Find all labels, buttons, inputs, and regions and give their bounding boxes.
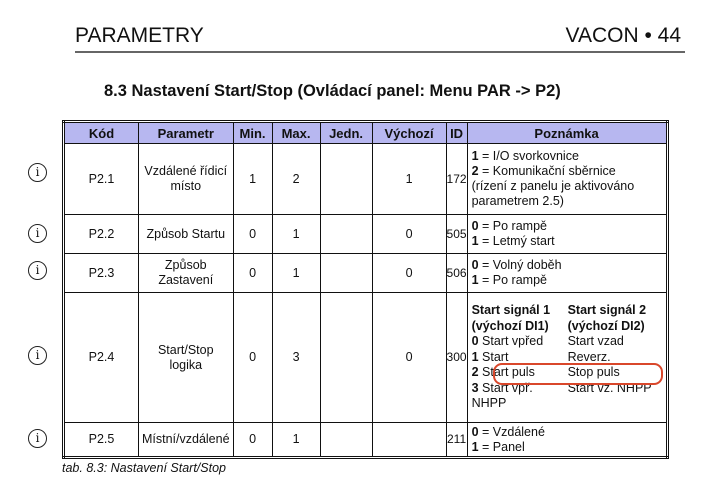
- column-header: ID: [445, 121, 468, 144]
- info-circle-icon: i: [28, 224, 47, 243]
- cell-unit: [319, 143, 373, 215]
- signal2-option: Start vzad: [567, 334, 624, 349]
- signal2-option: Start vz. NHPP: [567, 380, 652, 395]
- cell-unit: [319, 292, 373, 423]
- signal1-option: 1 Start: [472, 350, 568, 366]
- cell-notes: 0 = Vzdálené 1 = Panel: [466, 422, 668, 458]
- cell-param: Místní/vzdálené: [138, 422, 234, 458]
- signal2-header: Start signál 2 (výchozí DI2): [567, 303, 647, 333]
- highlight-ellipse: [493, 363, 663, 385]
- column-header: Min.: [232, 121, 273, 144]
- cell-max: 2: [271, 143, 321, 215]
- note-text: = I/O svorkovnice: [478, 149, 579, 163]
- cell-param: Start/Stop logika: [138, 292, 234, 423]
- cell-notes: 1 = I/O svorkovnice 2 = Komunikační sběrn…: [466, 143, 668, 215]
- note-value: 0: [471, 424, 479, 439]
- column-header: Jedn.: [319, 121, 373, 144]
- cell-min: 0: [232, 214, 273, 254]
- option-value: 0: [471, 334, 479, 349]
- cell-param: Způsob Startu: [138, 214, 234, 254]
- cell-min: 0: [232, 292, 273, 423]
- cell-default: 0: [371, 253, 447, 293]
- note-text: = Vzdálené: [478, 424, 545, 439]
- note-text: = Letmý start: [478, 234, 555, 248]
- section-title: 8.3 Nastavení Start/Stop (Ovládací panel…: [104, 82, 561, 100]
- note-value: 0: [471, 258, 479, 272]
- column-header: Kód: [63, 121, 139, 144]
- page-header-left: PARAMETRY: [75, 24, 204, 47]
- signal1-option: 0 Start vpřed: [472, 334, 568, 350]
- table-row: P2.4 Start/Stop logika 0 3 0 300 Start signál …: [63, 292, 668, 423]
- cell-default: 0: [371, 292, 447, 423]
- cell-default: [371, 422, 447, 458]
- note-text: = Po rampě: [478, 273, 547, 287]
- cell-unit: [319, 422, 373, 458]
- note-value: 1: [471, 234, 479, 248]
- column-header: Max.: [271, 121, 321, 144]
- cell-unit: [319, 214, 373, 254]
- cell-param: Vzdálené řídicí místo: [138, 143, 234, 215]
- cell-unit: [319, 253, 373, 293]
- table-row: P2.2 Způsob Startu 0 1 0 505 0 = Po rampě 1 = L…: [63, 214, 668, 254]
- note-value: 0: [471, 219, 479, 233]
- header-rule: [75, 51, 685, 53]
- info-circle-icon: i: [28, 261, 47, 280]
- cell-id: 505: [445, 214, 468, 254]
- cell-id: 300: [445, 292, 468, 423]
- option-value: 1: [471, 349, 479, 364]
- cell-max: 1: [271, 253, 321, 293]
- cell-max: 1: [271, 214, 321, 254]
- cell-id: 506: [445, 253, 468, 293]
- info-circle-icon: i: [28, 163, 47, 182]
- note-text: = Panel: [478, 439, 525, 454]
- note-value: 2: [471, 164, 479, 178]
- cell-code: P2.5: [63, 422, 139, 458]
- cell-notes: Start signál 1 (výchozí DI1) Start signál…: [466, 292, 668, 423]
- column-header: Poznámka: [466, 121, 668, 144]
- signal2-option: Stop puls: [567, 365, 620, 380]
- cell-param: Způsob Zastavení: [138, 253, 234, 293]
- cell-min: 0: [232, 253, 273, 293]
- signal2-option: Reverz.: [567, 349, 611, 364]
- column-header: Výchozí: [371, 121, 447, 144]
- page-header-right: VACON • 44: [565, 24, 682, 47]
- cell-id: 211: [445, 422, 468, 458]
- table-row: P2.3 Způsob Zastavení 0 1 0 506 0 = Volný době…: [63, 253, 668, 293]
- column-header: Parametr: [138, 121, 234, 144]
- note-text: = Komunikační sběrnice: [478, 164, 616, 178]
- cell-id: 172: [445, 143, 468, 215]
- cell-code: P2.4: [63, 292, 139, 423]
- cell-notes: 0 = Volný doběh 1 = Po rampě: [466, 253, 668, 293]
- table-row: P2.1 Vzdálené řídicí místo 1 2 1 172 1 = I/O s…: [63, 143, 668, 215]
- cell-max: 1: [271, 422, 321, 458]
- note-text: (rízení z panelu je aktivováno parametre…: [471, 179, 635, 208]
- cell-code: P2.2: [63, 214, 139, 254]
- option-text: Start vpř. NHPP: [471, 380, 533, 411]
- cell-min: 0: [232, 422, 273, 458]
- logic-grid: Start signál 1 (výchozí DI1) Start signál…: [472, 303, 663, 412]
- cell-default: 0: [371, 214, 447, 254]
- note-value: 1: [471, 273, 479, 287]
- option-text: Start vpřed: [482, 334, 544, 349]
- option-text: Start: [482, 349, 509, 364]
- parameter-table: Kód Parametr Min. Max. Jedn. Výchozí ID Poznámk…: [62, 120, 669, 459]
- signal1-header: Start signál 1 (výchozí DI1): [471, 303, 551, 333]
- note-value: 1: [471, 439, 479, 454]
- cell-notes: 0 = Po rampě 1 = Letmý start: [466, 214, 668, 254]
- note-text: = Volný doběh: [478, 258, 562, 272]
- signal1-option: 3 Start vpř. NHPP: [472, 381, 568, 412]
- cell-max: 3: [271, 292, 321, 423]
- cell-code: P2.1: [63, 143, 139, 215]
- cell-min: 1: [232, 143, 273, 215]
- table-row: P2.5 Místní/vzdálené 0 1 211 0 = Vzdálené 1 = …: [63, 422, 668, 458]
- info-circle-icon: i: [28, 346, 47, 365]
- note-value: 1: [471, 149, 479, 163]
- option-value: 3: [471, 380, 479, 395]
- note-text: = Po rampě: [478, 219, 547, 233]
- cell-code: P2.3: [63, 253, 139, 293]
- info-circle-icon: i: [28, 429, 47, 448]
- option-value: 2: [471, 365, 479, 380]
- cell-default: 1: [371, 143, 447, 215]
- table-caption: tab. 8.3: Nastavení Start/Stop: [62, 461, 226, 475]
